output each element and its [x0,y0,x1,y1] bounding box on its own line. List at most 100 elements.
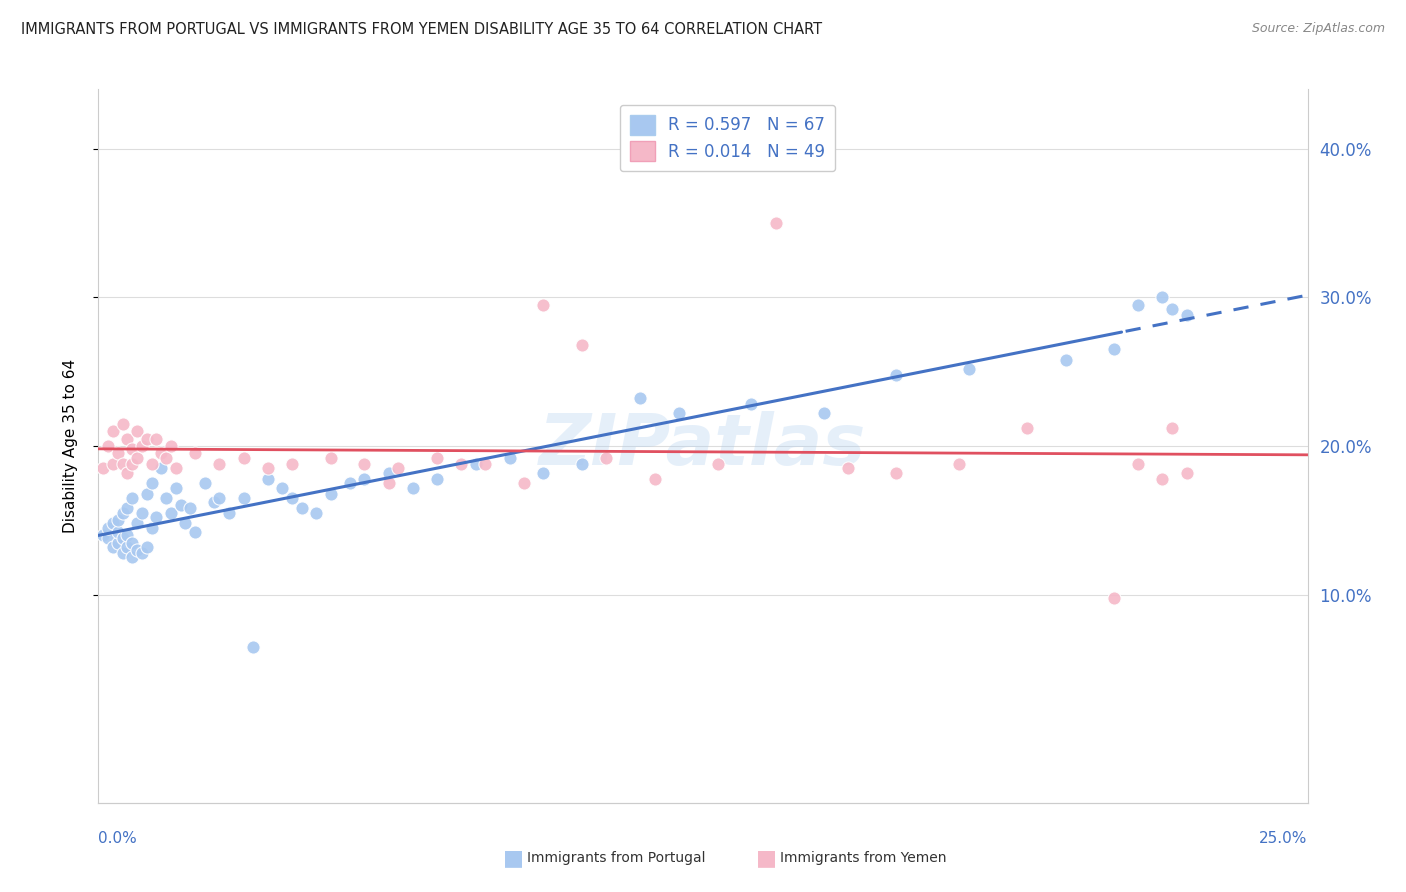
Point [155,450,177,465]
Point [121,442,143,456]
Point [111,417,134,431]
Point [117,540,139,554]
Point [464,457,486,471]
Point [117,528,139,542]
Text: Source: ZipAtlas.com: Source: ZipAtlas.com [1251,22,1385,36]
Point [402,481,425,495]
Point [155,491,177,505]
Text: Immigrants from Yemen: Immigrants from Yemen [780,851,946,865]
Point [121,550,143,565]
Point [1102,343,1125,357]
Point [131,439,153,453]
Point [450,457,472,471]
Point [290,501,312,516]
Point [131,546,153,560]
Point [377,466,399,480]
Point [208,457,231,471]
Point [107,446,129,460]
Point [886,466,908,480]
Point [1161,421,1184,435]
Point [179,501,201,516]
Point [131,506,153,520]
Text: IMMIGRANTS FROM PORTUGAL VS IMMIGRANTS FROM YEMEN DISABILITY AGE 35 TO 64 CORREL: IMMIGRANTS FROM PORTUGAL VS IMMIGRANTS F… [21,22,823,37]
Y-axis label: Disability Age 35 to 64: Disability Age 35 to 64 [63,359,77,533]
Point [97,521,120,535]
Point [886,368,908,382]
Point [339,476,361,491]
Point [242,640,264,654]
Point [628,392,651,406]
Point [91,528,114,542]
Point [101,424,124,438]
Point [107,525,129,540]
Point [117,501,139,516]
Point [256,472,278,486]
Point [668,406,690,420]
Point [101,457,124,471]
Point [1175,308,1198,322]
Point [1054,352,1077,367]
Point [184,525,207,540]
Point [1161,302,1184,317]
Point [135,486,157,500]
Point [174,516,197,531]
Point [319,450,342,465]
Point [281,491,304,505]
Point [813,406,835,420]
Point [91,461,114,475]
Point [101,516,124,531]
Point [150,461,173,475]
Point [1152,290,1174,304]
Point [426,450,449,465]
Point [117,432,139,446]
Point [319,486,342,500]
Point [644,472,666,486]
Point [127,450,149,465]
Point [232,450,254,465]
Point [165,461,187,475]
Point [531,298,554,312]
Point [232,491,254,505]
Text: 0.0%: 0.0% [98,831,138,847]
Point [145,510,167,524]
Point [145,432,167,446]
Point [281,457,304,471]
Point [571,457,593,471]
Text: ■: ■ [756,848,776,868]
Point [513,476,536,491]
Point [1015,421,1038,435]
Point [194,476,217,491]
Point [1128,457,1150,471]
Point [498,450,520,465]
Point [256,461,278,475]
Text: ZIPatlas: ZIPatlas [540,411,866,481]
Legend: R = 0.597   N = 67, R = 0.014   N = 49: R = 0.597 N = 67, R = 0.014 N = 49 [620,104,835,171]
Point [127,516,149,531]
Point [377,476,399,491]
Point [1152,472,1174,486]
Point [208,491,231,505]
Point [141,476,163,491]
Point [117,466,139,480]
Text: ■: ■ [503,848,523,868]
Point [111,506,134,520]
Point [97,439,120,453]
Point [948,457,970,471]
Point [127,543,149,558]
Point [426,472,449,486]
Point [111,531,134,545]
Point [135,540,157,554]
Point [111,457,134,471]
Point [837,461,859,475]
Point [218,506,240,520]
Point [141,457,163,471]
Point [121,457,143,471]
Point [531,466,554,480]
Point [957,361,980,376]
Point [160,439,183,453]
Point [474,457,496,471]
Point [121,535,143,549]
Point [127,424,149,438]
Point [107,535,129,549]
Point [169,499,191,513]
